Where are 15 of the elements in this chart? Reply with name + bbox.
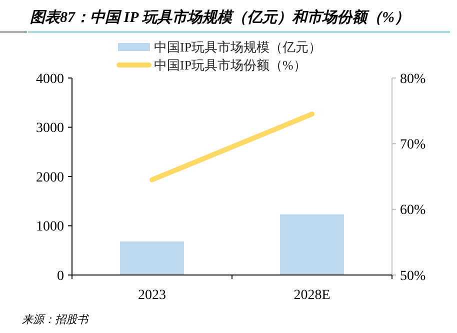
chart-title: 图表87：中国 IP 玩具市场规模（亿元）和市场份额（%）	[30, 8, 410, 26]
y-tick-label: 3000	[36, 121, 64, 136]
y2-tick-label: 70%	[400, 138, 426, 153]
y-tick-label: 2000	[36, 170, 64, 186]
legend-label: 中国IP玩具市场规模（亿元）	[154, 40, 322, 55]
y2-tick-label: 80%	[400, 72, 426, 87]
legend-label: 中国IP玩具市场份额（%）	[154, 58, 306, 73]
y2-tick-label: 60%	[400, 203, 426, 218]
y2-tick-label: 50%	[400, 268, 426, 284]
y-tick-label: 4000	[36, 72, 64, 87]
source-note: 来源：招股书	[22, 313, 90, 326]
y-tick-label: 1000	[36, 220, 64, 235]
x-tick-label: 2028E	[294, 288, 330, 303]
x-tick-label: 2023	[138, 288, 166, 303]
y-tick-label: 0	[57, 268, 64, 284]
